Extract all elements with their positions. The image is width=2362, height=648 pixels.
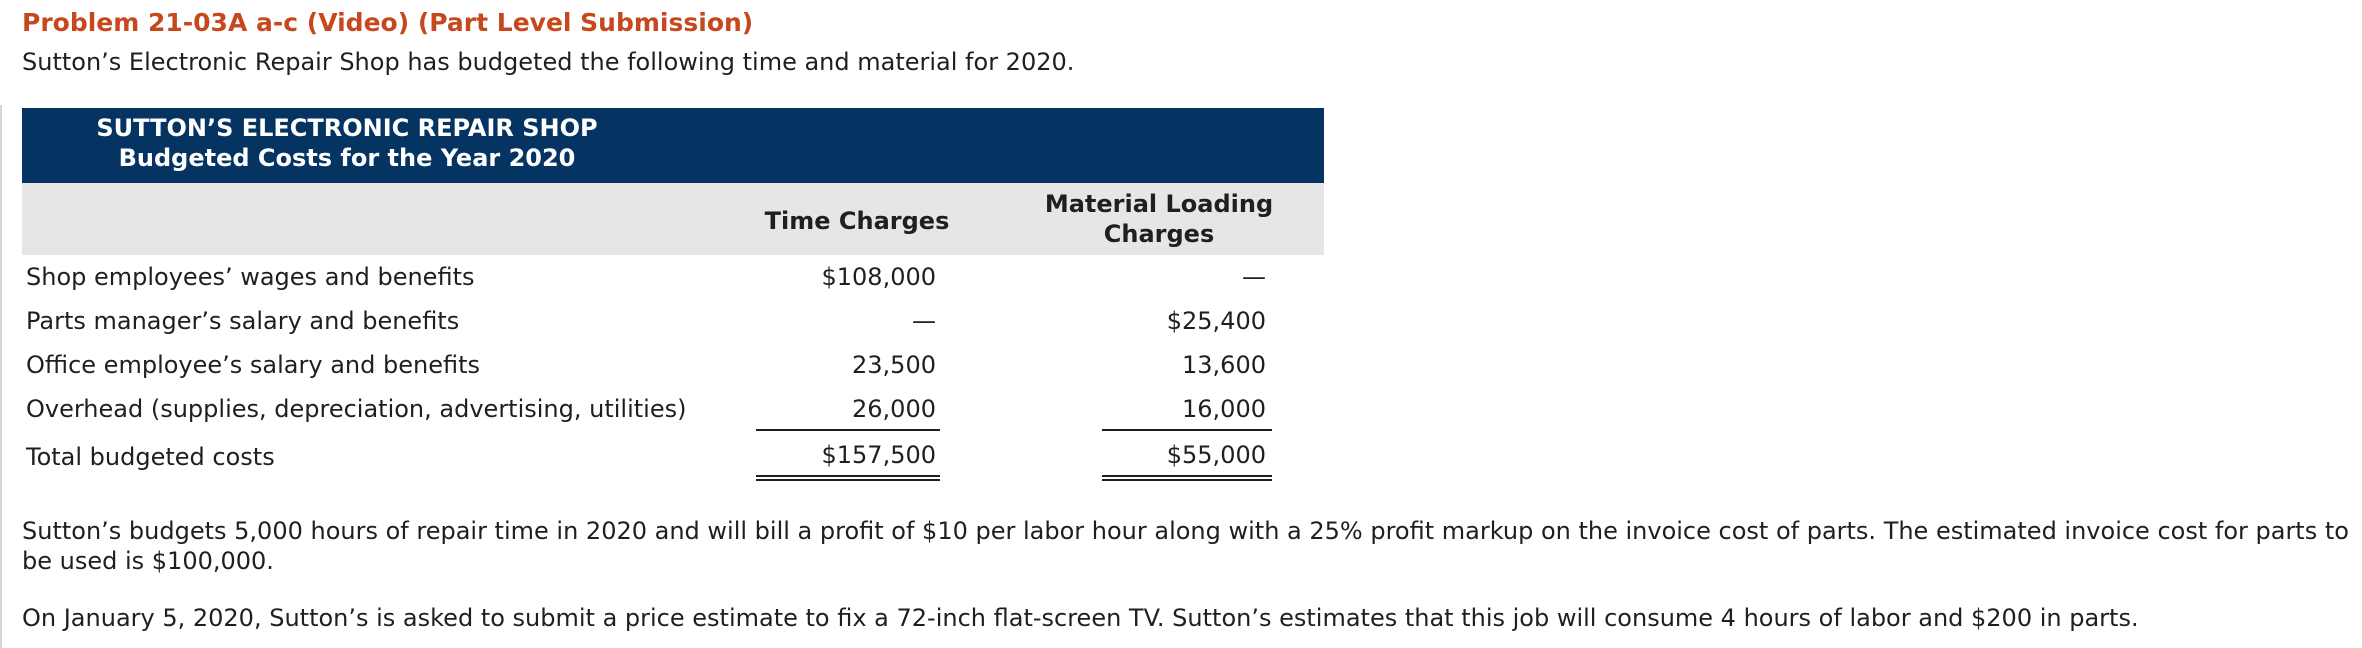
row-label: Parts manager’s salary and benefits [26,307,460,335]
total-double-underline-material [1102,475,1272,481]
time-value: $108,000 [821,263,936,291]
total-double-underline-time [756,475,940,481]
time-value: 26,000 [852,395,936,423]
column-header-row: Time Charges Material Loading Charges [22,183,1324,255]
table-row: Office employee’s salary and benefits 23… [22,343,1324,387]
column-header-time: Time Charges [764,207,950,235]
time-value: 23,500 [852,351,936,379]
material-value: — [1242,263,1266,291]
table-row: Shop employees’ wages and benefits $108,… [22,255,1324,299]
table-title-line1: SUTTON’S ELECTRONIC REPAIR SHOP [96,114,598,142]
column-header-material-line1: Material Loading [1044,190,1274,218]
material-value: 16,000 [1182,395,1266,423]
left-margin-rule [0,105,2,648]
material-value: $55,000 [1166,441,1266,469]
table-row-total: Total budgeted costs $157,500 $55,000 [22,431,1324,481]
column-header-material-line2: Charges [1103,220,1215,248]
table-title-line2: Budgeted Costs for the Year 2020 [118,144,576,172]
intro-text: Sutton’s Electronic Repair Shop has budg… [22,48,1075,76]
time-value: — [912,307,936,335]
budget-table: SUTTON’S ELECTRONIC REPAIR SHOP Budgeted… [22,108,1324,481]
column-header-material: Material Loading Charges [1024,189,1294,249]
subtotal-underline-time [756,429,940,431]
row-label: Total budgeted costs [26,443,275,471]
row-label: Overhead (supplies, depreciation, advert… [26,395,687,423]
table-row: Parts manager’s salary and benefits — $2… [22,299,1324,343]
problem-title: Problem 21-03A a-c (Video) (Part Level S… [22,8,754,37]
material-value: 13,600 [1182,351,1266,379]
paragraph-budget-info: Sutton’s budgets 5,000 hours of repair t… [22,517,2349,575]
subtotal-underline-material [1102,429,1272,431]
row-label: Shop employees’ wages and benefits [26,263,475,291]
time-value: $157,500 [821,441,936,469]
paragraph-job-estimate: On January 5, 2020, Sutton’s is asked to… [22,604,2139,632]
table-row: Overhead (supplies, depreciation, advert… [22,387,1324,431]
row-label: Office employee’s salary and benefits [26,351,480,379]
table-header: SUTTON’S ELECTRONIC REPAIR SHOP Budgeted… [22,108,1324,183]
material-value: $25,400 [1166,307,1266,335]
